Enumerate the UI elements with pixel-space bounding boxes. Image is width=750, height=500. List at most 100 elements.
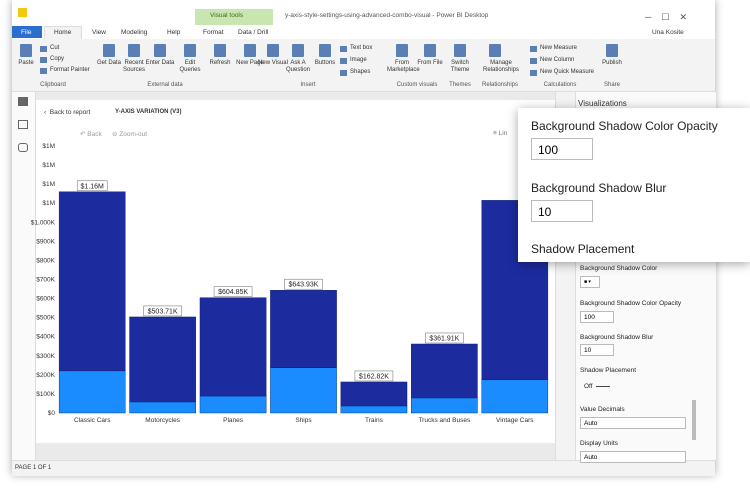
status-bar — [12, 460, 715, 476]
context-tab-bg — [195, 9, 273, 25]
ribbon-button[interactable]: Copy — [40, 56, 64, 63]
left-rail — [12, 92, 36, 460]
ribbon-button[interactable]: Cut — [40, 45, 59, 52]
ribbon-button[interactable]: Enter Data — [145, 40, 175, 67]
ribbon-button[interactable]: Switch Theme — [445, 40, 475, 74]
y-tick-label: $1M — [42, 200, 55, 207]
ribbon-group-label: External data — [147, 82, 183, 88]
scrollbar[interactable] — [692, 400, 696, 440]
report-view-icon[interactable] — [18, 97, 28, 106]
number-input[interactable]: 100 — [580, 311, 614, 323]
color-picker[interactable]: ■ ▾ — [580, 276, 600, 288]
y-tick-label: $500K — [36, 315, 55, 322]
ribbon-button[interactable]: From File — [415, 40, 445, 67]
total-label: $1.16M — [81, 183, 105, 190]
bar-segment — [58, 370, 126, 414]
total-label-box — [284, 278, 323, 290]
total-label-box — [425, 332, 464, 344]
tab[interactable]: Modeling — [121, 29, 148, 36]
popup-label: Shadow Placement — [531, 242, 635, 256]
ribbon-button[interactable]: Edit Queries — [175, 40, 205, 74]
ribbon-button[interactable]: New Column — [530, 57, 574, 64]
ribbon-group-label: Clipboard — [40, 82, 66, 88]
y-tick-label: $1M — [42, 143, 55, 150]
ribbon-button[interactable]: Text box — [340, 45, 372, 52]
ribbon-button[interactable]: Manage Relationships — [480, 40, 522, 74]
visual-title: Y-AXIS VARIATION (V3) — [115, 109, 182, 115]
bar-segment — [199, 297, 267, 397]
y-tick-label: $600K — [36, 296, 55, 303]
ribbon-button[interactable]: Format Painter — [40, 67, 90, 74]
ribbon-button[interactable]: New Page — [235, 40, 265, 67]
dropdown[interactable]: Auto — [580, 451, 686, 463]
tab[interactable]: Format — [203, 29, 224, 36]
scale-toggle-text[interactable]: Lin — [498, 130, 508, 137]
back-to-report[interactable]: ‹ Back to report — [44, 109, 91, 116]
zoom-popup — [518, 108, 750, 262]
dropdown[interactable]: Auto — [580, 417, 686, 429]
total-label-box — [76, 180, 108, 192]
scale-toggle[interactable]: ≡ Lin — [493, 130, 508, 137]
y-tick-label: $700K — [36, 277, 55, 284]
ribbon-button[interactable]: Get Data — [94, 40, 124, 67]
y-tick-label: $1M — [42, 181, 55, 188]
number-input[interactable]: 10 — [580, 344, 614, 356]
ribbon-button[interactable]: Refresh — [205, 40, 235, 67]
bar-segment — [270, 367, 337, 414]
ribbon-button[interactable]: Ask A Question — [283, 40, 313, 74]
ribbon-button[interactable]: Image — [340, 57, 367, 64]
field-label: Background Shadow Color — [580, 265, 658, 272]
ribbon-button[interactable]: Recent Sources — [119, 40, 149, 74]
zoom-out-text[interactable]: Zoom-out — [119, 131, 148, 138]
ribbon-button[interactable]: Buttons — [310, 40, 340, 67]
bar-segment — [411, 343, 478, 399]
ribbon-button[interactable]: Paste — [11, 40, 41, 67]
total-label: $503.71K — [148, 308, 178, 315]
popup-input[interactable]: 100 — [531, 138, 593, 160]
y-tick-label: $1,000K — [31, 219, 56, 226]
zoom-out[interactable]: ⊖ Zoom-out — [112, 131, 148, 138]
tab[interactable]: Help — [167, 29, 181, 36]
y-tick-label: $1M — [42, 162, 55, 169]
total-label: $643.93K — [289, 282, 319, 289]
x-tick-label: Trucks and Buses — [418, 417, 471, 424]
model-view-icon[interactable] — [18, 143, 28, 152]
drill-back[interactable]: ↶ Back — [80, 131, 102, 138]
y-tick-label: $100K — [36, 391, 55, 398]
bar-segment — [270, 289, 337, 369]
field-label: Background Shadow Blur — [580, 334, 654, 341]
bar-segment — [129, 316, 196, 403]
total-label-box — [143, 305, 182, 317]
ribbon-button[interactable]: New Measure — [530, 45, 577, 52]
ribbon-button[interactable]: Publish — [597, 40, 627, 67]
popup-input[interactable]: 10 — [531, 200, 593, 222]
tab[interactable]: Home — [54, 29, 72, 36]
toggle[interactable] — [596, 386, 610, 387]
window-controls[interactable]: ─ ☐ ✕ — [645, 12, 687, 22]
file-tab-bg — [12, 26, 42, 38]
drill-back-text[interactable]: Back — [87, 131, 102, 138]
tab[interactable]: File — [21, 29, 32, 36]
y-tick-label: $0 — [48, 410, 56, 417]
data-view-icon[interactable] — [18, 120, 28, 129]
total-label-box — [354, 370, 394, 382]
ribbon-button[interactable]: New Quick Measure — [530, 69, 594, 76]
bar-segment — [58, 191, 126, 372]
x-tick-label: Vintage Cars — [496, 417, 534, 424]
ribbon-group-label: Share — [603, 82, 620, 88]
back-to-report-text[interactable]: Back to report — [49, 109, 91, 116]
y-tick-label: $300K — [36, 353, 55, 360]
bar-segment — [199, 395, 267, 414]
ribbon-button[interactable]: New Visual — [258, 40, 288, 67]
ribbon-group-label: Calculations — [543, 82, 577, 88]
ribbon-button[interactable]: Shapes — [340, 69, 370, 76]
bar-segment — [129, 401, 196, 414]
context-tab: Visual tools — [210, 12, 244, 19]
tab[interactable]: Data / Drill — [238, 29, 269, 36]
tab[interactable]: View — [92, 29, 106, 36]
field-label: Value Decimals — [580, 406, 625, 413]
popup-label: Background Shadow Blur — [531, 181, 667, 195]
ribbon-button[interactable]: From Marketplace — [387, 40, 420, 74]
ribbon-group-label: Relationships — [481, 82, 519, 88]
bar-segment — [340, 405, 408, 414]
